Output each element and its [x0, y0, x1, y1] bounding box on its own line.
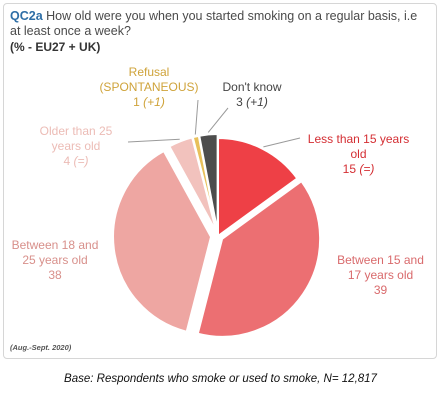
- slice-dont-know-leader: [207, 107, 229, 133]
- label-refusal-name: Refusal (SPONTANEOUS): [99, 65, 199, 94]
- label-15-17-name: Between 15 and 17 years old: [337, 253, 424, 282]
- question-code: QC2a: [10, 9, 43, 23]
- label-older-25-change: (=): [73, 154, 89, 168]
- slice-less-than-15-leader: [263, 137, 301, 148]
- label-dont-know: Don't know 3 (+1): [212, 80, 292, 110]
- label-18-25-name: Between 18 and 25 years old: [11, 238, 99, 267]
- question-title: QC2a How old were you when you started s…: [10, 9, 430, 39]
- label-refusal-change: (+1): [143, 95, 165, 109]
- label-less-than-15: Less than 15 years old 15 (=): [306, 132, 411, 177]
- label-18-25-value: 38: [48, 268, 62, 282]
- label-refusal-value: 1: [133, 95, 140, 109]
- label-refusal: Refusal (SPONTANEOUS) 1 (+1): [94, 65, 204, 110]
- question-text: How old were you when you started smokin…: [10, 9, 418, 38]
- slice-less-than-15: [217, 136, 299, 238]
- slice-dont-know: [198, 133, 219, 233]
- label-older-25-value: 4: [63, 154, 71, 168]
- slice-15-17: [196, 179, 322, 338]
- label-older-25: Older than 25 years old 4 (=): [30, 124, 122, 169]
- label-less-than-15-name: Less than 15 years old: [307, 132, 410, 161]
- label-older-25-name: Older than 25 years old: [39, 124, 113, 153]
- question-scope: (% - EU27 + UK): [10, 40, 101, 54]
- slice-older-25-leader: [127, 138, 180, 143]
- label-15-17-value: 39: [373, 283, 388, 297]
- label-less-than-15-change: (=): [359, 162, 375, 176]
- slice-refusal-leader: [194, 99, 199, 135]
- label-less-than-15-value: 15: [342, 162, 356, 176]
- label-dont-know-change: (+1): [246, 95, 268, 109]
- survey-period: (Aug.-Sept. 2020): [10, 343, 72, 352]
- slice-18-25: [112, 149, 213, 334]
- base-footnote: Base: Respondents who smoke or used to s…: [64, 373, 377, 385]
- label-dont-know-value: 3: [236, 95, 243, 109]
- label-dont-know-name: Don't know: [222, 80, 282, 94]
- label-15-17: Between 15 and 17 years old 39: [333, 253, 428, 298]
- label-18-25: Between 18 and 25 years old 38: [10, 238, 100, 283]
